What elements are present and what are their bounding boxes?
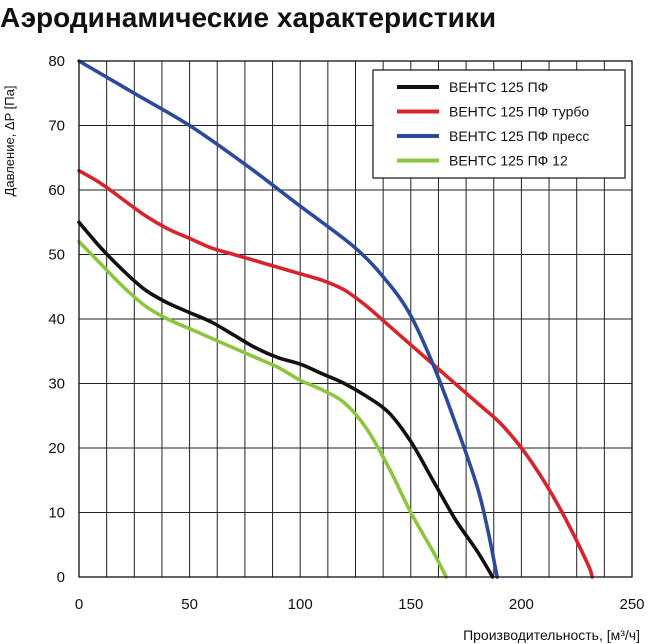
series-lines [77, 59, 594, 579]
y-tick-label: 30 [48, 376, 65, 393]
chart-title: Аэродинамические характеристики [0, 2, 497, 33]
y-tick-label: 0 [57, 569, 65, 586]
y-tick-label: 10 [48, 505, 65, 522]
series-line-4 [77, 239, 448, 579]
legend-label-4: ВЕНТС 125 ПФ 12 [449, 153, 568, 169]
y-axis-label: Давление, ΔP [Па] [2, 86, 17, 197]
y-tick-label: 50 [48, 247, 65, 264]
x-tick-label: 0 [75, 596, 83, 613]
legend-label-2: ВЕНТС 125 ПФ турбо [449, 104, 589, 120]
legend: ВЕНТС 125 ПФ ВЕНТС 125 ПФ турбо ВЕНТС 125 … [372, 69, 626, 179]
x-tick-label: 200 [509, 596, 534, 613]
series-line-1 [77, 220, 495, 579]
series-line-3 [77, 59, 499, 579]
y-tick-label: 60 [48, 182, 65, 199]
x-tick-label: 100 [288, 596, 313, 613]
tick-labels: 0 50 100 150 200 250 0 10 20 30 40 50 60 70 80 [48, 53, 644, 613]
x-axis-label: Производительность, [м³/ч] [463, 627, 640, 643]
y-tick-label: 70 [48, 118, 65, 135]
x-tick-label: 250 [619, 596, 644, 613]
y-tick-label: 40 [48, 311, 65, 328]
plot-frame [78, 60, 633, 578]
y-tick-label: 20 [48, 440, 65, 457]
legend-label-3: ВЕНТС 125 ПФ пресс [449, 128, 589, 144]
x-tick-label: 150 [398, 596, 423, 613]
y-tick-label: 80 [48, 53, 65, 70]
x-tick-label: 50 [181, 596, 198, 613]
legend-label-1: ВЕНТС 125 ПФ [449, 79, 548, 95]
series-line-2 [77, 168, 594, 579]
